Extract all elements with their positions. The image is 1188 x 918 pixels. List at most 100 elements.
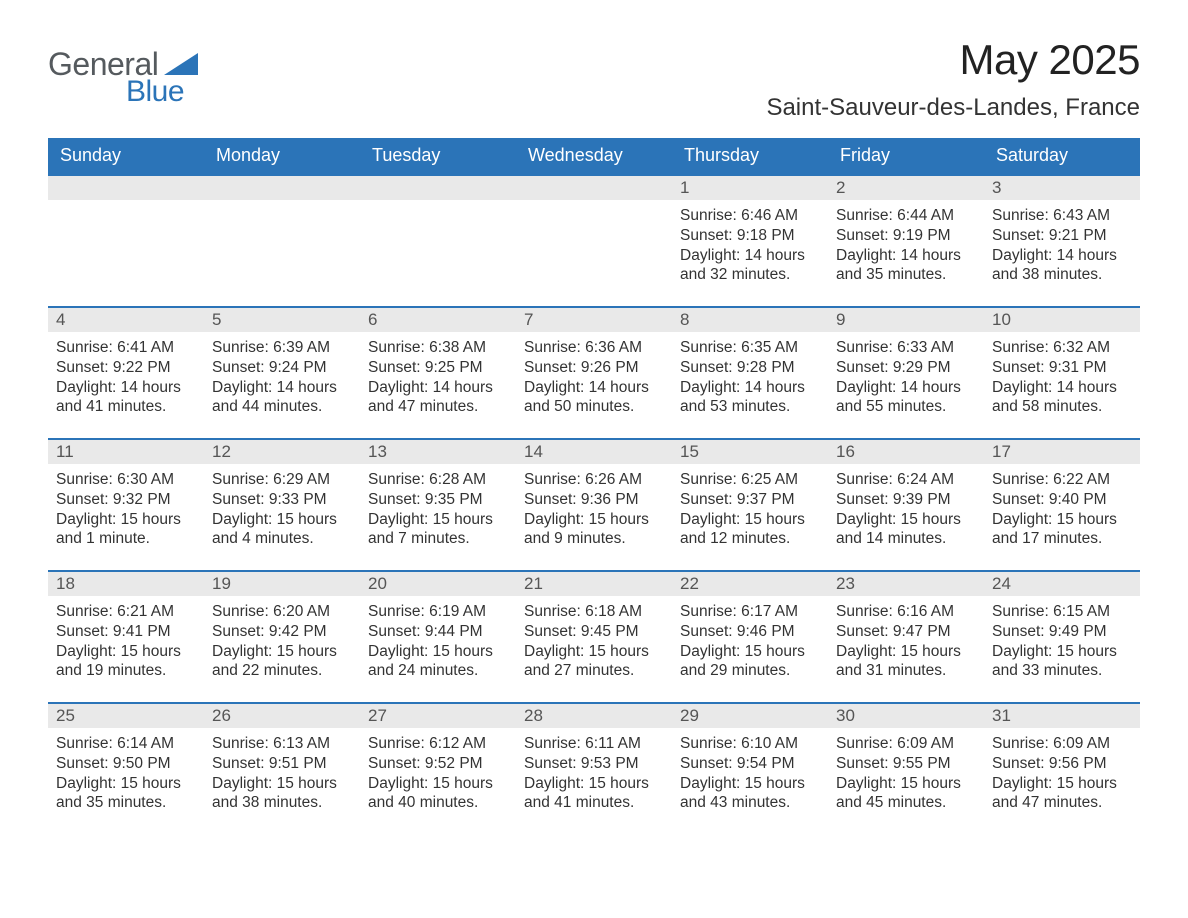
day-number: 16 <box>828 440 984 464</box>
sunset-text: Sunset: 9:33 PM <box>212 490 352 510</box>
sunset-text: Sunset: 9:50 PM <box>56 754 196 774</box>
day-body: Sunrise: 6:41 AMSunset: 9:22 PMDaylight:… <box>48 332 204 427</box>
daylight-text: Daylight: 15 hours and 29 minutes. <box>680 642 820 682</box>
sunset-text: Sunset: 9:29 PM <box>836 358 976 378</box>
page-title: May 2025 <box>766 36 1140 84</box>
day-body: Sunrise: 6:18 AMSunset: 9:45 PMDaylight:… <box>516 596 672 691</box>
sunrise-text: Sunrise: 6:32 AM <box>992 338 1132 358</box>
day-body: Sunrise: 6:36 AMSunset: 9:26 PMDaylight:… <box>516 332 672 427</box>
daylight-text: Daylight: 14 hours and 58 minutes. <box>992 378 1132 418</box>
day-body: Sunrise: 6:35 AMSunset: 9:28 PMDaylight:… <box>672 332 828 427</box>
calendar-day-cell: 17Sunrise: 6:22 AMSunset: 9:40 PMDayligh… <box>984 440 1140 570</box>
sunset-text: Sunset: 9:41 PM <box>56 622 196 642</box>
day-body: Sunrise: 6:14 AMSunset: 9:50 PMDaylight:… <box>48 728 204 823</box>
calendar-day-cell <box>204 176 360 306</box>
sunrise-text: Sunrise: 6:46 AM <box>680 206 820 226</box>
sunrise-text: Sunrise: 6:26 AM <box>524 470 664 490</box>
daylight-text: Daylight: 15 hours and 12 minutes. <box>680 510 820 550</box>
calendar-day-cell: 22Sunrise: 6:17 AMSunset: 9:46 PMDayligh… <box>672 572 828 702</box>
logo-word-blue: Blue <box>126 75 184 109</box>
sunrise-text: Sunrise: 6:38 AM <box>368 338 508 358</box>
calendar-day-cell: 23Sunrise: 6:16 AMSunset: 9:47 PMDayligh… <box>828 572 984 702</box>
sunset-text: Sunset: 9:53 PM <box>524 754 664 774</box>
sunrise-text: Sunrise: 6:30 AM <box>56 470 196 490</box>
sunset-text: Sunset: 9:32 PM <box>56 490 196 510</box>
sunrise-text: Sunrise: 6:17 AM <box>680 602 820 622</box>
daylight-text: Daylight: 15 hours and 40 minutes. <box>368 774 508 814</box>
daylight-text: Daylight: 15 hours and 33 minutes. <box>992 642 1132 682</box>
calendar-day-cell: 10Sunrise: 6:32 AMSunset: 9:31 PMDayligh… <box>984 308 1140 438</box>
sunrise-text: Sunrise: 6:09 AM <box>992 734 1132 754</box>
calendar-day-cell: 9Sunrise: 6:33 AMSunset: 9:29 PMDaylight… <box>828 308 984 438</box>
sunset-text: Sunset: 9:24 PM <box>212 358 352 378</box>
sunset-text: Sunset: 9:31 PM <box>992 358 1132 378</box>
col-header-tuesday: Tuesday <box>360 138 516 174</box>
day-body: Sunrise: 6:32 AMSunset: 9:31 PMDaylight:… <box>984 332 1140 427</box>
day-number: 15 <box>672 440 828 464</box>
calendar-day-cell: 6Sunrise: 6:38 AMSunset: 9:25 PMDaylight… <box>360 308 516 438</box>
day-number: 31 <box>984 704 1140 728</box>
calendar-day-cell: 11Sunrise: 6:30 AMSunset: 9:32 PMDayligh… <box>48 440 204 570</box>
sunrise-text: Sunrise: 6:28 AM <box>368 470 508 490</box>
sunset-text: Sunset: 9:26 PM <box>524 358 664 378</box>
calendar-day-cell: 29Sunrise: 6:10 AMSunset: 9:54 PMDayligh… <box>672 704 828 828</box>
sunrise-text: Sunrise: 6:41 AM <box>56 338 196 358</box>
daylight-text: Daylight: 15 hours and 19 minutes. <box>56 642 196 682</box>
calendar-day-cell: 15Sunrise: 6:25 AMSunset: 9:37 PMDayligh… <box>672 440 828 570</box>
calendar-day-cell: 25Sunrise: 6:14 AMSunset: 9:50 PMDayligh… <box>48 704 204 828</box>
day-body: Sunrise: 6:09 AMSunset: 9:56 PMDaylight:… <box>984 728 1140 823</box>
day-number: 4 <box>48 308 204 332</box>
day-number: 24 <box>984 572 1140 596</box>
calendar-day-cell: 4Sunrise: 6:41 AMSunset: 9:22 PMDaylight… <box>48 308 204 438</box>
calendar-day-cell: 24Sunrise: 6:15 AMSunset: 9:49 PMDayligh… <box>984 572 1140 702</box>
calendar-week-row: 1Sunrise: 6:46 AMSunset: 9:18 PMDaylight… <box>48 174 1140 306</box>
daylight-text: Daylight: 14 hours and 32 minutes. <box>680 246 820 286</box>
daylight-text: Daylight: 15 hours and 24 minutes. <box>368 642 508 682</box>
calendar-day-cell <box>48 176 204 306</box>
day-body: Sunrise: 6:44 AMSunset: 9:19 PMDaylight:… <box>828 200 984 295</box>
day-body: Sunrise: 6:16 AMSunset: 9:47 PMDaylight:… <box>828 596 984 691</box>
day-body: Sunrise: 6:28 AMSunset: 9:35 PMDaylight:… <box>360 464 516 559</box>
sunrise-text: Sunrise: 6:35 AM <box>680 338 820 358</box>
daylight-text: Daylight: 15 hours and 22 minutes. <box>212 642 352 682</box>
calendar: Sunday Monday Tuesday Wednesday Thursday… <box>48 138 1140 828</box>
day-body: Sunrise: 6:24 AMSunset: 9:39 PMDaylight:… <box>828 464 984 559</box>
sunrise-text: Sunrise: 6:21 AM <box>56 602 196 622</box>
day-number: 5 <box>204 308 360 332</box>
day-number: 8 <box>672 308 828 332</box>
day-body: Sunrise: 6:30 AMSunset: 9:32 PMDaylight:… <box>48 464 204 559</box>
daylight-text: Daylight: 14 hours and 55 minutes. <box>836 378 976 418</box>
sunset-text: Sunset: 9:18 PM <box>680 226 820 246</box>
col-header-wednesday: Wednesday <box>516 138 672 174</box>
calendar-day-cell: 2Sunrise: 6:44 AMSunset: 9:19 PMDaylight… <box>828 176 984 306</box>
sunrise-text: Sunrise: 6:24 AM <box>836 470 976 490</box>
sunrise-text: Sunrise: 6:11 AM <box>524 734 664 754</box>
daylight-text: Daylight: 15 hours and 17 minutes. <box>992 510 1132 550</box>
sunrise-text: Sunrise: 6:44 AM <box>836 206 976 226</box>
day-body: Sunrise: 6:39 AMSunset: 9:24 PMDaylight:… <box>204 332 360 427</box>
day-number: 14 <box>516 440 672 464</box>
calendar-day-cell: 21Sunrise: 6:18 AMSunset: 9:45 PMDayligh… <box>516 572 672 702</box>
sunset-text: Sunset: 9:45 PM <box>524 622 664 642</box>
sunset-text: Sunset: 9:56 PM <box>992 754 1132 774</box>
daylight-text: Daylight: 15 hours and 41 minutes. <box>524 774 664 814</box>
calendar-day-cell: 27Sunrise: 6:12 AMSunset: 9:52 PMDayligh… <box>360 704 516 828</box>
sunrise-text: Sunrise: 6:16 AM <box>836 602 976 622</box>
sunset-text: Sunset: 9:36 PM <box>524 490 664 510</box>
day-body: Sunrise: 6:09 AMSunset: 9:55 PMDaylight:… <box>828 728 984 823</box>
sunrise-text: Sunrise: 6:13 AM <box>212 734 352 754</box>
day-number <box>360 176 516 200</box>
day-body: Sunrise: 6:17 AMSunset: 9:46 PMDaylight:… <box>672 596 828 691</box>
sunset-text: Sunset: 9:22 PM <box>56 358 196 378</box>
day-number: 9 <box>828 308 984 332</box>
col-header-monday: Monday <box>204 138 360 174</box>
sunrise-text: Sunrise: 6:15 AM <box>992 602 1132 622</box>
day-number: 27 <box>360 704 516 728</box>
day-body: Sunrise: 6:26 AMSunset: 9:36 PMDaylight:… <box>516 464 672 559</box>
sunset-text: Sunset: 9:44 PM <box>368 622 508 642</box>
day-number: 12 <box>204 440 360 464</box>
day-number <box>48 176 204 200</box>
day-number: 26 <box>204 704 360 728</box>
sunset-text: Sunset: 9:42 PM <box>212 622 352 642</box>
sunset-text: Sunset: 9:47 PM <box>836 622 976 642</box>
